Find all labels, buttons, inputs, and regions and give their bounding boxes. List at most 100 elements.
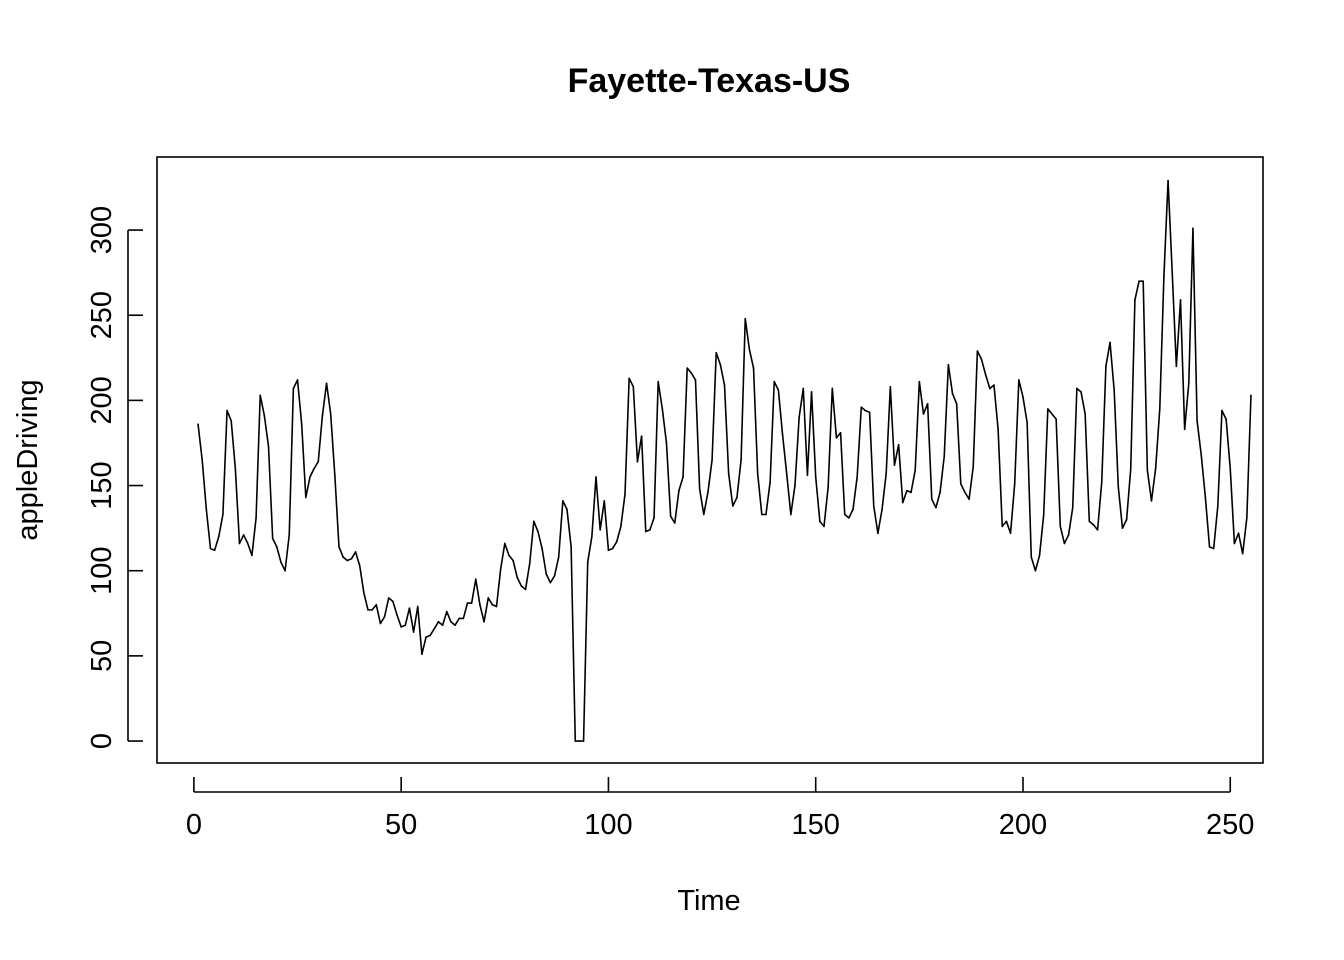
data-point [445, 610, 448, 613]
data-point [591, 535, 593, 538]
y-tick-label: 100 [86, 547, 118, 595]
data-points [197, 179, 1252, 742]
data-point [864, 409, 867, 412]
data-point [785, 472, 788, 475]
data-point [719, 363, 722, 366]
data-point [512, 559, 514, 562]
data-point [276, 546, 278, 548]
data-point [939, 491, 941, 494]
data-point [230, 420, 232, 422]
data-point [1084, 413, 1086, 415]
data-point [317, 460, 320, 463]
data-point [354, 551, 357, 553]
data-point [205, 508, 208, 511]
data-point [624, 493, 626, 495]
data-point [640, 435, 643, 437]
data-point [989, 387, 991, 390]
data-point [1092, 523, 1095, 526]
data-point [1183, 428, 1186, 431]
data-point [1212, 547, 1215, 550]
x-tick-label: 200 [999, 809, 1047, 841]
data-point [765, 513, 767, 516]
data-point [1067, 534, 1070, 536]
data-point [533, 520, 535, 523]
data-point [296, 379, 299, 381]
y-tick-label: 200 [86, 376, 118, 424]
data-point [1175, 365, 1178, 368]
x-tick-label: 250 [1206, 809, 1254, 841]
data-point [694, 379, 697, 381]
data-point [827, 486, 829, 489]
data-point [251, 554, 253, 557]
data-point [657, 380, 659, 383]
data-point [1192, 227, 1194, 230]
data-point [1167, 179, 1169, 182]
data-point [437, 621, 440, 623]
data-point [955, 402, 958, 405]
data-point [1221, 409, 1223, 412]
data-point [495, 605, 498, 608]
data-point [329, 413, 332, 415]
data-point [396, 614, 398, 616]
data-point [458, 617, 461, 620]
data-point [669, 515, 672, 518]
data-point [574, 740, 577, 742]
data-point [1134, 299, 1136, 301]
data-point [1188, 382, 1190, 385]
x-axis-label: Time [677, 885, 740, 917]
x-tick-label: 50 [385, 809, 417, 841]
data-point [1109, 341, 1111, 344]
data-point [727, 472, 730, 475]
data-point [259, 394, 262, 397]
data-point [839, 431, 842, 434]
y-tick-label: 50 [86, 640, 118, 672]
data-point [284, 569, 286, 572]
data-point [1026, 421, 1028, 424]
data-point [1009, 532, 1012, 535]
data-point [1179, 299, 1182, 301]
data-point [541, 547, 543, 550]
data-point [342, 556, 344, 558]
data-point [209, 547, 212, 550]
data-point [1096, 529, 1099, 531]
data-point [404, 624, 407, 627]
data-point [441, 624, 444, 627]
data-point [470, 602, 473, 604]
data-point [246, 542, 249, 545]
data-point [375, 603, 378, 606]
data-point [557, 556, 560, 558]
data-point [586, 561, 589, 563]
data-point [761, 513, 763, 516]
data-point [321, 414, 324, 417]
data-point [367, 609, 369, 611]
data-point [1171, 271, 1174, 274]
data-point [213, 549, 216, 552]
data-point [1034, 569, 1037, 572]
y-axis: 0 50 100 150 200 250 300 [86, 206, 143, 749]
data-point [1163, 275, 1165, 277]
data-point [408, 607, 411, 609]
data-point [1138, 280, 1140, 282]
data-point [462, 617, 465, 620]
data-point [416, 605, 419, 608]
data-point [429, 634, 431, 637]
data-point [885, 472, 887, 475]
series-line [197, 179, 1252, 742]
data-point [1233, 542, 1236, 545]
data-point [1229, 467, 1232, 470]
data-point [255, 517, 257, 519]
data-point [474, 578, 477, 581]
data-point [549, 581, 552, 584]
data-point [358, 564, 361, 567]
data-point [752, 367, 755, 369]
data-point [603, 500, 606, 502]
data-point [960, 483, 962, 485]
data-point [450, 621, 452, 623]
data-point [483, 621, 485, 623]
data-point [238, 542, 241, 545]
data-point [649, 529, 651, 531]
x-tick-label: 150 [792, 809, 840, 841]
data-point [334, 474, 336, 477]
data-point [711, 459, 713, 461]
data-point [1125, 518, 1128, 521]
